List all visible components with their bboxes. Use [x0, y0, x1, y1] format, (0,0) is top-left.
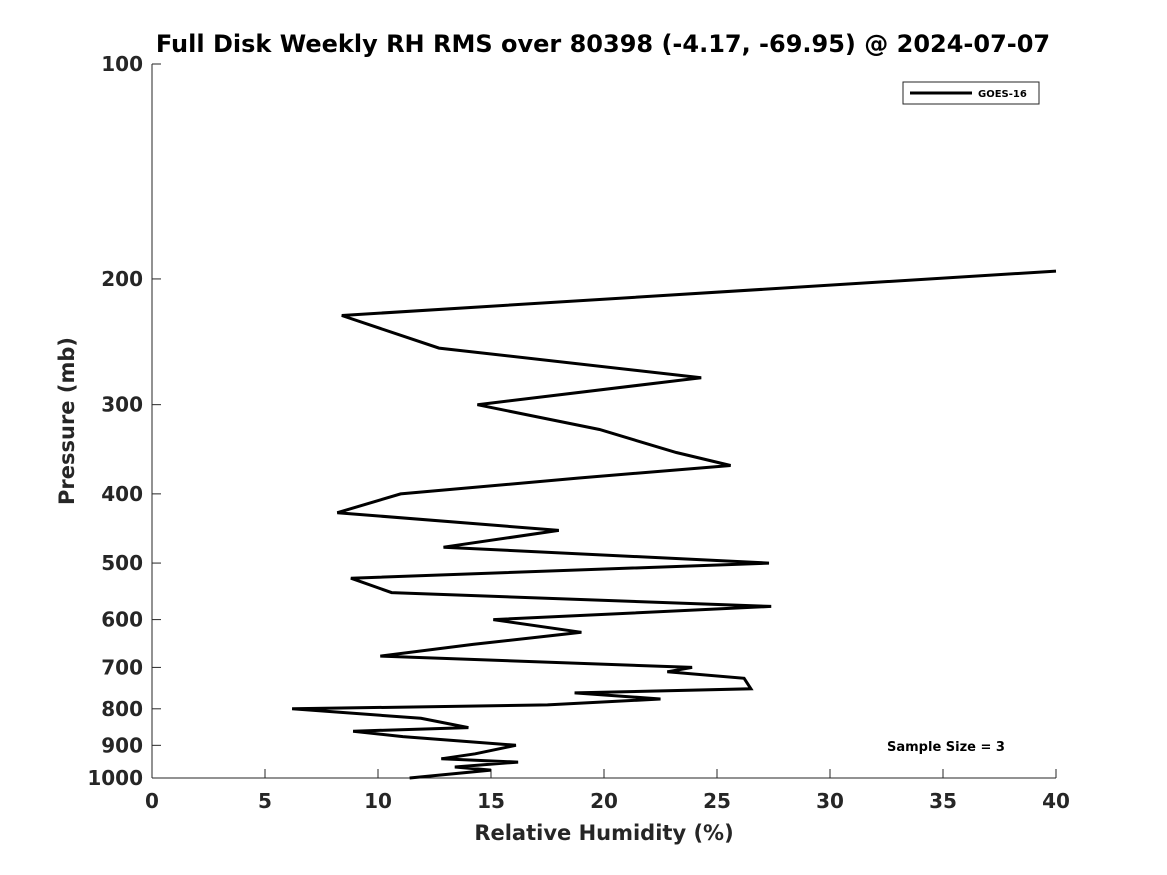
axes [151, 64, 1056, 779]
y-tick-label: 900 [101, 733, 143, 757]
y-tick-label: 400 [101, 482, 143, 506]
series-line-goes-16 [291, 269, 1057, 780]
x-tick-label: 25 [703, 789, 731, 813]
y-tick-label: 700 [101, 655, 143, 679]
x-axis-ticks: 0 5 10 15 20 25 30 35 40 [145, 769, 1070, 813]
x-tick-label: 0 [145, 789, 159, 813]
x-tick-label: 10 [364, 789, 392, 813]
y-tick-label: 1000 [87, 766, 143, 790]
y-tick-label: 200 [101, 267, 143, 291]
legend: GOES-16 [902, 81, 1040, 105]
chart-title: Full Disk Weekly RH RMS over 80398 (-4.1… [156, 30, 1050, 58]
sample-size-annotation: Sample Size = 3 [887, 740, 1005, 755]
y-tick-label: 100 [101, 52, 143, 76]
y-axis-label: Pressure (mb) [55, 337, 79, 505]
y-tick-label: 300 [101, 393, 143, 417]
x-tick-label: 35 [929, 789, 957, 813]
x-tick-label: 30 [816, 789, 844, 813]
x-axis-label: Relative Humidity (%) [474, 821, 733, 845]
y-tick-label: 500 [101, 551, 143, 575]
y-tick-label: 800 [101, 697, 143, 721]
legend-label-goes16: GOES-16 [978, 89, 1027, 100]
x-tick-label: 20 [590, 789, 618, 813]
x-tick-label: 40 [1042, 789, 1070, 813]
y-axis-ticks: 100 200 300 400 500 600 700 800 900 1000 [87, 52, 161, 790]
series-layer [291, 269, 1057, 780]
y-tick-label: 600 [101, 608, 143, 632]
x-tick-label: 15 [477, 789, 505, 813]
x-tick-label: 5 [258, 789, 272, 813]
